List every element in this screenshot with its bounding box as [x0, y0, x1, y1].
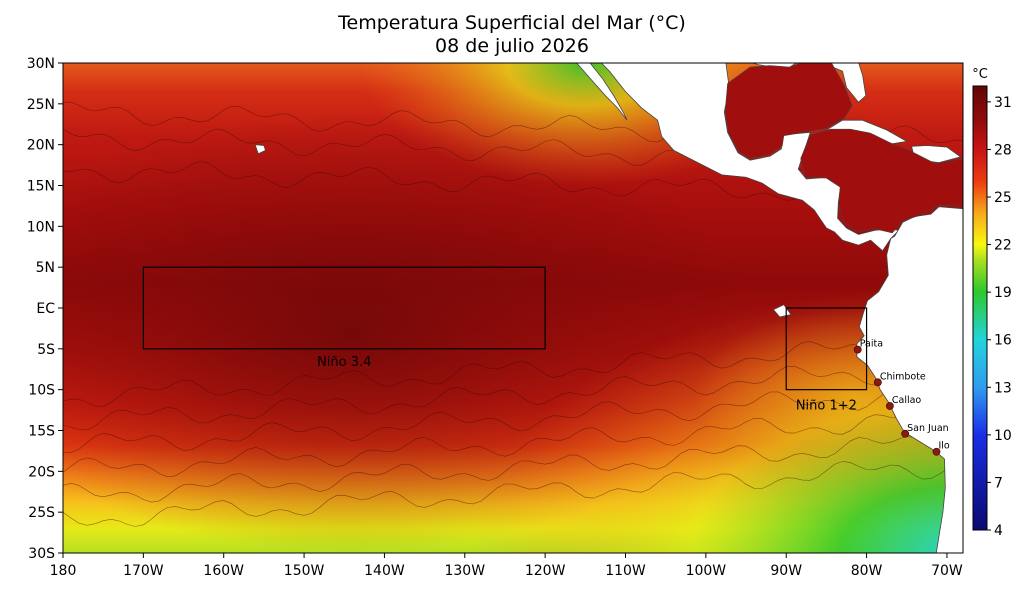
colorbar-tick-label: 25 — [994, 190, 1012, 206]
y-tick-label: 25S — [28, 505, 55, 521]
y-tick-label: 5S — [37, 342, 55, 358]
sst-field — [63, 63, 963, 553]
nino-region-box — [785, 307, 868, 391]
port-marker — [873, 378, 882, 387]
colorbar-tick-label: 7 — [994, 475, 1003, 491]
port-label: Ilo — [938, 441, 949, 452]
port-label: Paita — [860, 339, 883, 350]
x-tick-label: 70W — [931, 563, 963, 579]
port-label: Callao — [892, 395, 922, 406]
nino-region-label: Niño 3.4 — [317, 355, 371, 370]
caribbean-sea — [800, 128, 963, 234]
gulf-of-mexico-caribbean — [724, 63, 963, 234]
port-marker — [932, 447, 941, 456]
x-tick-label: 180 — [50, 563, 77, 579]
y-tick-label: 10N — [27, 219, 55, 235]
y-tick-label: 15S — [28, 424, 55, 440]
port-markers: Paita Chimbote Callao San Juan Ilo — [853, 339, 950, 456]
gulf-of-mexico — [724, 63, 853, 159]
isotherm-line — [63, 335, 963, 407]
isotherm-line — [63, 436, 963, 503]
y-tick-label: 25N — [27, 97, 55, 113]
y-tick-label: 30S — [28, 546, 55, 562]
y-tick-label: 15N — [27, 179, 55, 195]
y-tick-label: 5N — [36, 260, 55, 276]
x-tick-label: 110W — [605, 563, 646, 579]
colorbar-scale — [972, 85, 988, 531]
port-label: Chimbote — [880, 371, 926, 382]
colorbar-tick-label: 31 — [994, 95, 1012, 111]
colorbar-tick-label: 4 — [994, 523, 1003, 539]
map-date: 08 de julio 2026 — [435, 35, 589, 57]
x-tick-label: 80W — [851, 563, 883, 579]
colorbar-tick-label: 19 — [994, 285, 1012, 301]
colorbar-tick-label: 22 — [994, 238, 1012, 254]
colorbar-tick-label: 10 — [994, 428, 1012, 444]
x-tick-label: 170W — [123, 563, 164, 579]
map-title: Temperatura Superficial del Mar (°C) — [338, 12, 686, 34]
nino-region-box — [142, 266, 546, 350]
colorbar-tick-label: 28 — [994, 142, 1012, 158]
y-tick-label: EC — [36, 301, 55, 317]
nino-region-label: Niño 1+2 — [796, 399, 857, 414]
isotherm-line — [63, 355, 963, 431]
y-tick-label: 10S — [28, 383, 55, 399]
isotherm-line — [63, 461, 963, 527]
port-marker — [885, 402, 894, 410]
colorbar-unit: °C — [972, 67, 988, 82]
x-tick-label: 160W — [203, 563, 244, 579]
port-marker — [901, 429, 910, 438]
x-tick-label: 90W — [770, 563, 802, 579]
colorbar-tick-label: 13 — [994, 380, 1012, 396]
y-tick-label: 30N — [27, 56, 55, 72]
baja-california — [576, 63, 628, 121]
y-tick-label: 20S — [28, 464, 55, 480]
hawaii — [254, 144, 266, 155]
x-tick-label: 100W — [686, 563, 727, 579]
x-tick-label: 150W — [284, 563, 325, 579]
map-axes: 180 170W 160W 150W 140W 130W 120W 110W 100W 90W 80… — [27, 56, 963, 579]
port-marker — [853, 345, 862, 354]
isotherm-line — [63, 408, 963, 478]
x-tick-label: 140W — [364, 563, 405, 579]
colorbar: °C 31 28 25 22 19 16 13 10 7 4 — [972, 67, 1012, 539]
x-tick-label: 130W — [444, 563, 485, 579]
isotherm-line — [63, 381, 963, 453]
port-label: San Juan — [907, 423, 949, 434]
colorbar-tick-label: 16 — [994, 333, 1012, 349]
x-tick-label: 120W — [525, 563, 566, 579]
nino-regions: Niño 3.4 Niño 1+2 — [142, 266, 868, 414]
land-mass — [254, 63, 963, 553]
y-tick-label: 20N — [27, 138, 55, 154]
